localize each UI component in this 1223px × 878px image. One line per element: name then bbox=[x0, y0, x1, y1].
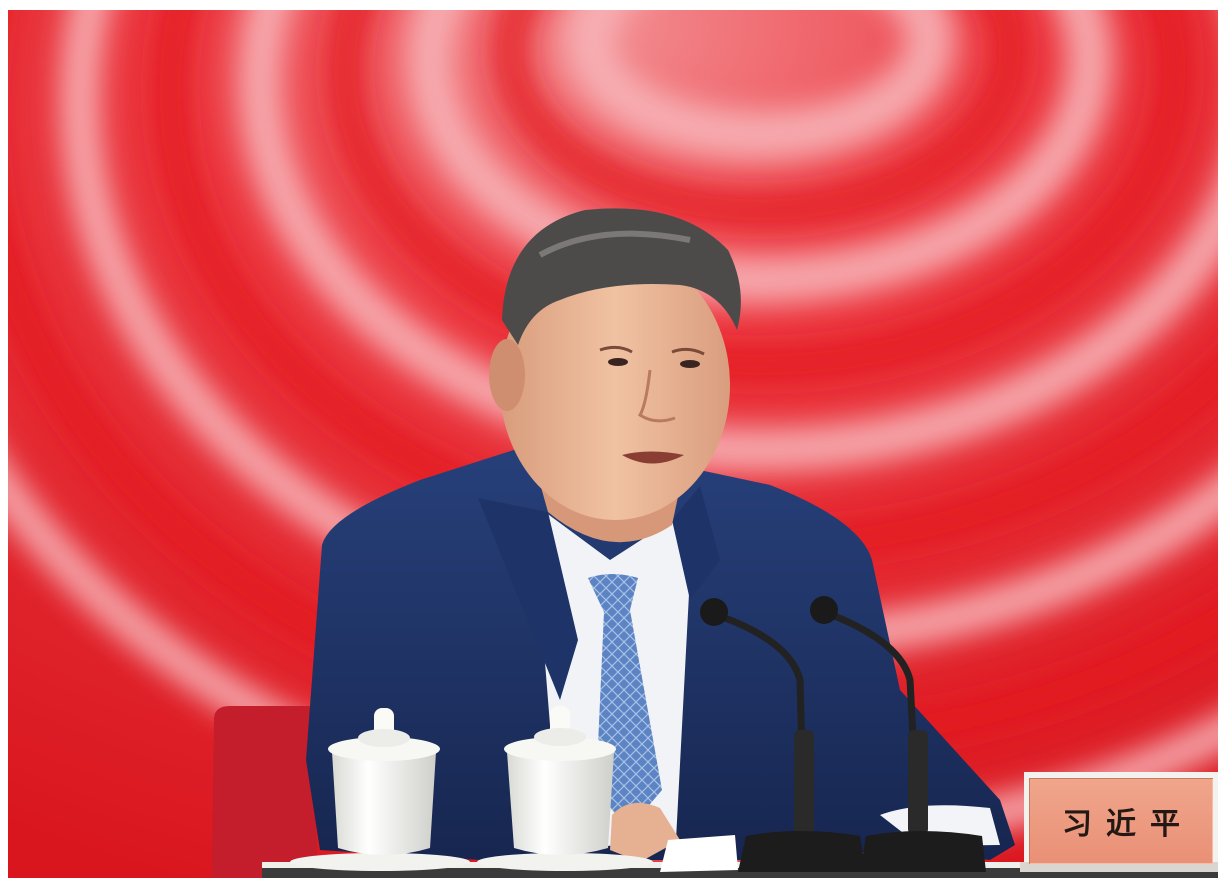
microphone-icon bbox=[810, 596, 986, 872]
name-plate-text: 习近平 bbox=[1062, 807, 1194, 842]
microphone-icon bbox=[700, 598, 866, 872]
tea-cup-icon bbox=[290, 708, 470, 871]
tea-cup-icon bbox=[477, 706, 653, 871]
name-plate: 习近平 bbox=[1029, 778, 1213, 864]
chair bbox=[212, 706, 318, 878]
